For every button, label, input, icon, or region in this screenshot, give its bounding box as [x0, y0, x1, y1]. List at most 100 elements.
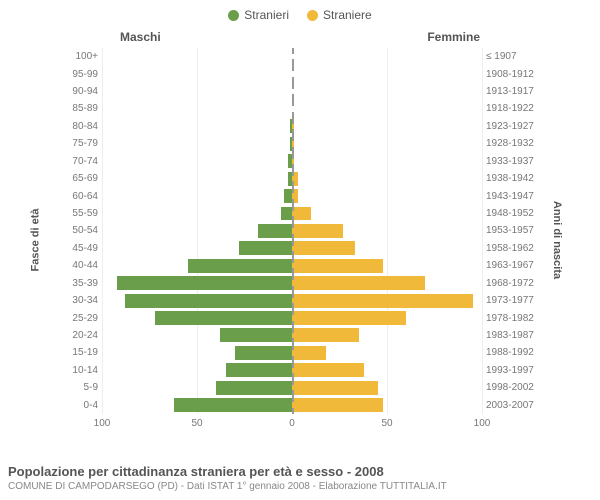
bar-pair — [102, 396, 482, 413]
pyramid-row: 70-741933-1937 — [60, 153, 540, 170]
birth-label: 1988-1992 — [482, 347, 540, 358]
bar-male — [174, 398, 292, 412]
age-label: 90-94 — [60, 86, 102, 97]
half-male — [102, 222, 292, 239]
bar-pair — [102, 83, 482, 100]
age-label: 95-99 — [60, 69, 102, 80]
bar-male — [281, 207, 292, 221]
pyramid-rows: 100+≤ 190795-991908-1912 90-94 1913-1917 85… — [60, 48, 540, 414]
center-line — [292, 100, 294, 117]
bar-female — [292, 241, 355, 255]
x-tick: 100 — [94, 418, 111, 429]
birth-label: 1948-1952 — [482, 208, 540, 219]
bar-male — [220, 328, 292, 342]
legend: Stranieri Straniere — [0, 0, 600, 26]
half-male — [102, 309, 292, 326]
half-female — [292, 344, 482, 361]
center-line — [292, 257, 294, 274]
bar-male — [155, 311, 292, 325]
pyramid-row: 10-141993-1997 — [60, 362, 540, 379]
half-female — [292, 309, 482, 326]
age-label: 10-14 — [60, 365, 102, 376]
header-male: Maschi — [120, 30, 161, 44]
birth-label: 2003-2007 — [482, 400, 540, 411]
pyramid-row: 75-791928-1932 — [60, 135, 540, 152]
center-line — [292, 187, 294, 204]
bar-female — [292, 311, 406, 325]
half-male — [102, 65, 292, 82]
age-label: 35-39 — [60, 278, 102, 289]
half-female — [292, 240, 482, 257]
half-female — [292, 274, 482, 291]
center-line — [292, 344, 294, 361]
half-male — [102, 292, 292, 309]
bar-pair — [102, 153, 482, 170]
birth-label: 1923-1927 — [482, 121, 540, 132]
half-male — [102, 118, 292, 135]
age-label: 15-19 — [60, 347, 102, 358]
half-female — [292, 83, 482, 100]
half-male — [102, 257, 292, 274]
half-male — [102, 48, 292, 65]
bar-male — [117, 276, 292, 290]
center-line — [292, 240, 294, 257]
bar-female — [292, 381, 378, 395]
chart-area: Fasce di età Anni di nascita 100+≤ 19079… — [0, 48, 600, 432]
pyramid-row: 100+≤ 1907 — [60, 48, 540, 65]
bar-pair — [102, 362, 482, 379]
half-male — [102, 240, 292, 257]
half-female — [292, 100, 482, 117]
half-female — [292, 170, 482, 187]
birth-label: 1958-1962 — [482, 243, 540, 254]
center-line — [292, 205, 294, 222]
swatch-male — [228, 10, 239, 21]
center-line — [292, 327, 294, 344]
x-tick: 50 — [191, 418, 202, 429]
birth-label: 1973-1977 — [482, 295, 540, 306]
center-line — [292, 362, 294, 379]
center-line — [292, 135, 294, 152]
half-male — [102, 379, 292, 396]
center-line — [292, 274, 294, 291]
birth-label: 1998-2002 — [482, 382, 540, 393]
bar-female — [292, 259, 383, 273]
half-male — [102, 170, 292, 187]
pyramid-row: 15-19 1988-1992 — [60, 344, 540, 361]
age-label: 20-24 — [60, 330, 102, 341]
pyramid-row: 50-54 1953-1957 — [60, 222, 540, 239]
half-female — [292, 396, 482, 413]
pyramid-row: 20-241983-1987 — [60, 327, 540, 344]
half-female — [292, 153, 482, 170]
bar-female — [292, 276, 425, 290]
pyramid-row: 80-841923-1927 — [60, 118, 540, 135]
half-male — [102, 83, 292, 100]
age-label: 75-79 — [60, 138, 102, 149]
bar-female — [292, 363, 364, 377]
bar-pair — [102, 240, 482, 257]
bar-pair — [102, 48, 482, 65]
pyramid-row: 95-991908-1912 — [60, 65, 540, 82]
pyramid-row: 45-491958-1962 — [60, 240, 540, 257]
age-label: 50-54 — [60, 225, 102, 236]
pyramid-row: 85-891918-1922 — [60, 100, 540, 117]
pyramid-row: 35-39 1968-1972 — [60, 274, 540, 291]
half-male — [102, 205, 292, 222]
birth-label: 1938-1942 — [482, 173, 540, 184]
legend-item-male: Stranieri — [228, 8, 289, 22]
birth-label: 1913-1917 — [482, 86, 540, 97]
center-line — [292, 170, 294, 187]
age-label: 70-74 — [60, 156, 102, 167]
center-line — [292, 222, 294, 239]
bar-pair — [102, 379, 482, 396]
half-male — [102, 274, 292, 291]
bar-pair — [102, 309, 482, 326]
bar-male — [258, 224, 292, 238]
birth-label: 1968-1972 — [482, 278, 540, 289]
birth-label: 1953-1957 — [482, 225, 540, 236]
half-female — [292, 187, 482, 204]
bar-pair — [102, 100, 482, 117]
age-label: 30-34 — [60, 295, 102, 306]
age-label: 65-69 — [60, 173, 102, 184]
chart-title: Popolazione per cittadinanza straniera p… — [8, 464, 592, 479]
half-female — [292, 292, 482, 309]
